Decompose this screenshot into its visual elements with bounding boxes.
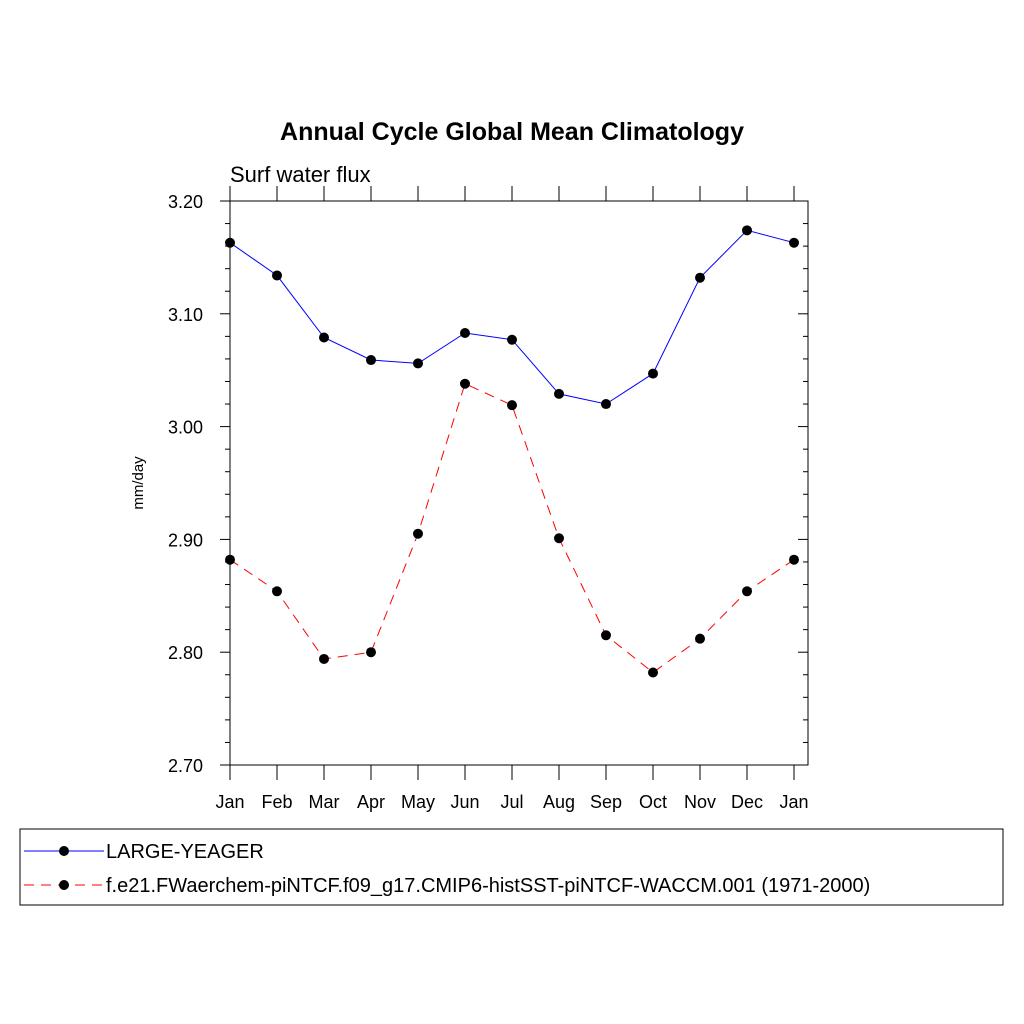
x-tick-label: Jul — [500, 792, 523, 812]
x-tick-label: Jun — [450, 792, 479, 812]
series-0-point — [601, 399, 611, 410]
series-layer — [225, 225, 799, 678]
y-tick-label: 3.10 — [168, 305, 203, 325]
axis-ticks: Jan Feb Mar Apr May Jun Jul Aug Sep Oct Nov Dec Jan 2… — [168, 186, 809, 812]
series-0-point — [507, 334, 517, 345]
series-0-point — [460, 327, 470, 338]
x-tick-label: Mar — [309, 792, 340, 812]
x-tick-label: Aug — [543, 792, 575, 812]
legend-marker-1 — [59, 880, 69, 890]
legend-entry-1: f.e21.FWaerchem-piNTCF.f09_g17.CMIP6-his… — [24, 875, 870, 897]
y-tick-label: 2.80 — [168, 643, 203, 663]
legend-entry-0: LARGE-YEAGER — [24, 841, 264, 863]
series-0-point — [319, 332, 329, 343]
series-0-point — [554, 388, 564, 399]
series-1-point — [413, 528, 423, 539]
series-line-0 — [229, 229, 795, 405]
series-1-point — [742, 586, 752, 597]
plot-frame — [229, 200, 809, 766]
series-0-point — [366, 355, 376, 366]
legend-marker-0 — [59, 846, 69, 856]
series-0-point — [648, 368, 658, 379]
x-tick-label: May — [401, 792, 435, 812]
series-1-point — [225, 554, 235, 565]
legend-label-0: LARGE-YEAGER — [106, 841, 264, 863]
series-1-point — [648, 667, 658, 678]
series-0-point — [272, 270, 282, 281]
series-0-point — [789, 237, 799, 248]
series-1-point — [695, 633, 705, 644]
series-0-point — [413, 358, 423, 369]
y-tick-label: 2.90 — [168, 530, 203, 550]
chart-subtitle: Surf water flux — [230, 162, 371, 187]
series-0-point — [742, 225, 752, 236]
series-1-point — [460, 378, 470, 389]
x-tick-label: Apr — [357, 792, 385, 812]
series-line-1 — [229, 383, 795, 674]
x-tick-label: Jan — [215, 792, 244, 812]
series-0-point — [695, 272, 705, 283]
y-tick-label: 3.20 — [168, 192, 203, 212]
series-1-point — [601, 630, 611, 641]
legend-box — [19, 828, 1004, 906]
y-tick-label: 3.00 — [168, 418, 203, 438]
series-1-point — [272, 586, 282, 597]
series-1-point — [507, 400, 517, 411]
x-tick-label: Oct — [639, 792, 667, 812]
series-1-point — [366, 647, 376, 658]
x-tick-label: Jan — [779, 792, 808, 812]
x-tick-label: Sep — [590, 792, 622, 812]
series-1-point — [319, 653, 329, 664]
series-1-point — [554, 533, 564, 544]
legend: LARGE-YEAGER f.e21.FWaerchem-piNTCF.f09_… — [19, 828, 1004, 906]
series-0-point — [225, 237, 235, 248]
legend-label-1: f.e21.FWaerchem-piNTCF.f09_g17.CMIP6-his… — [106, 875, 870, 897]
x-tick-label: Feb — [261, 792, 292, 812]
x-tick-label: Dec — [731, 792, 763, 812]
y-tick-label: 2.70 — [168, 756, 203, 776]
x-tick-label: Nov — [684, 792, 716, 812]
series-1-point — [789, 554, 799, 565]
y-axis-label: mm/day — [130, 456, 147, 510]
chart-title: Annual Cycle Global Mean Climatology — [280, 118, 744, 146]
